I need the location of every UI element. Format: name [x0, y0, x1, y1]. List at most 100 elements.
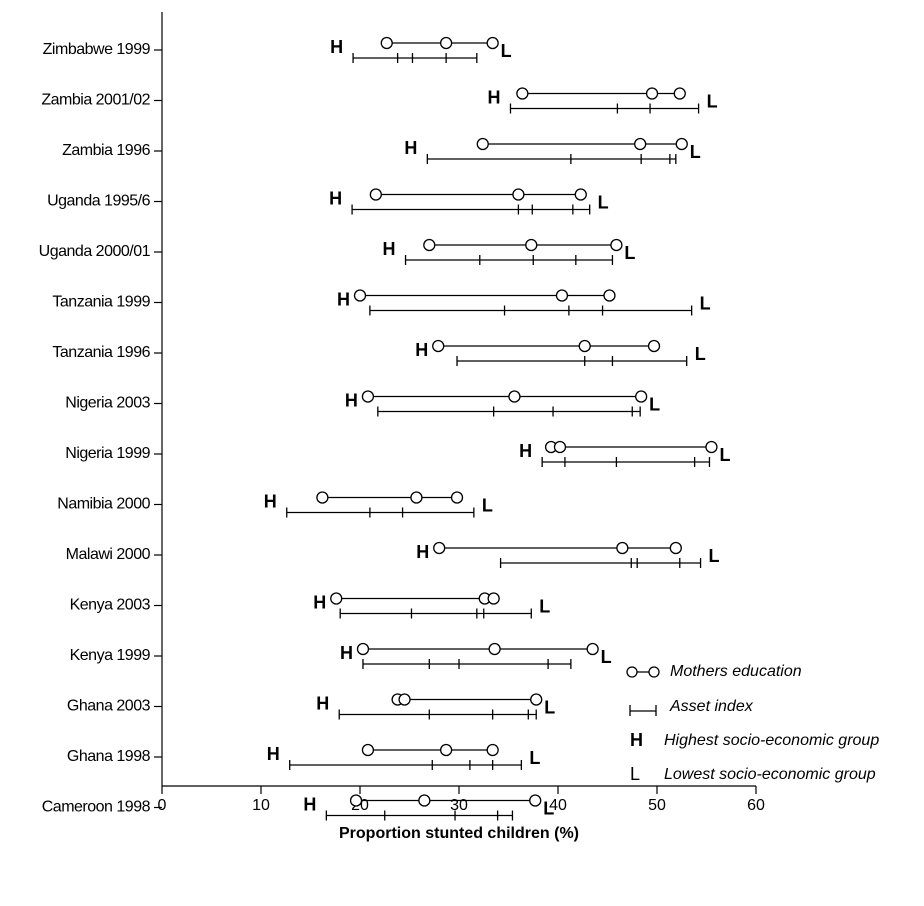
- x-tick-label: 40: [549, 797, 567, 814]
- highest-marker: H: [416, 542, 429, 562]
- x-tick-label: 0: [158, 797, 167, 814]
- lowest-marker: L: [707, 91, 718, 111]
- x-tick-label: 30: [450, 797, 468, 814]
- y-tick-label: Ghana 2003: [67, 698, 151, 715]
- education-dot: [512, 188, 525, 201]
- highest-marker: H: [330, 37, 343, 57]
- y-tick-label: Zambia 1996: [62, 142, 150, 159]
- education-dot: [610, 238, 623, 252]
- highest-marker: H: [345, 390, 358, 410]
- education-dot: [530, 693, 543, 706]
- highest-marker: H: [267, 744, 280, 764]
- highest-marker: H: [383, 239, 396, 259]
- education-dot: [675, 137, 688, 151]
- highest-marker: H: [487, 87, 500, 107]
- education-dot: [423, 238, 436, 252]
- y-tick-label: Kenya 1999: [70, 647, 151, 664]
- highest-marker: H: [316, 693, 329, 713]
- lowest-marker: L: [649, 394, 660, 414]
- lowest-marker: L: [539, 596, 550, 616]
- education-dot: [432, 339, 445, 353]
- y-tick-label: Nigeria 1999: [65, 445, 150, 462]
- education-dot: [574, 188, 587, 201]
- y-tick-label: Uganda 2000/01: [39, 243, 151, 260]
- lowest-marker: L: [501, 41, 512, 61]
- x-tick-label: 60: [747, 797, 765, 814]
- highest-marker: H: [329, 188, 342, 208]
- education-dot: [586, 642, 599, 656]
- lowest-marker: L: [690, 142, 701, 162]
- education-dot: [508, 390, 521, 403]
- y-tick-label: Nigeria 2003: [65, 395, 150, 412]
- legend-symbol: H: [630, 730, 643, 750]
- legend-label: Highest socio-economic group: [664, 732, 879, 749]
- lowest-marker: L: [709, 546, 720, 566]
- x-tick-label: 10: [252, 797, 270, 814]
- highest-marker: H: [340, 643, 353, 663]
- education-dot: [647, 339, 661, 353]
- highest-marker: H: [303, 794, 316, 814]
- education-dot: [645, 87, 659, 100]
- education-dot: [369, 188, 382, 201]
- y-tick-label: Tanzania 1999: [52, 294, 150, 311]
- education-dot: [410, 491, 423, 504]
- education-dot: [635, 390, 648, 403]
- lowest-marker: L: [719, 445, 730, 465]
- y-tick-label: Zimbabwe 1999: [43, 41, 151, 58]
- education-dot: [353, 289, 367, 302]
- education-dot: [529, 794, 542, 807]
- education-dot: [418, 794, 431, 807]
- y-tick-label: Zambia 2001/02: [41, 92, 150, 109]
- x-tick-label: 50: [648, 797, 666, 814]
- highest-marker: H: [313, 592, 326, 612]
- y-tick-label: Cameroon 1998: [42, 799, 151, 816]
- education-dot: [476, 137, 489, 151]
- education-dot: [439, 743, 453, 757]
- education-dot: [516, 87, 529, 100]
- y-tick-label: Ghana 1998: [67, 748, 151, 765]
- education-dot: [616, 541, 629, 555]
- education-dot: [398, 693, 411, 706]
- education-dot: [450, 491, 464, 504]
- lowest-marker: L: [601, 647, 612, 667]
- education-dot: [380, 36, 393, 50]
- highest-marker: H: [264, 491, 277, 511]
- education-dot: [356, 642, 370, 656]
- y-tick-label: Kenya 2003: [70, 597, 151, 614]
- legend-symbol: L: [630, 764, 640, 784]
- y-tick-label: Tanzania 1996: [52, 344, 150, 361]
- y-tick-label: Uganda 1995/6: [47, 193, 151, 210]
- education-dot: [555, 289, 569, 302]
- education-dot: [603, 289, 616, 302]
- highest-marker: H: [337, 289, 350, 309]
- education-dot: [634, 137, 647, 151]
- lowest-marker: L: [529, 748, 540, 768]
- lowest-marker: L: [695, 344, 706, 364]
- education-dot: [361, 390, 375, 403]
- lowest-marker: L: [598, 192, 609, 212]
- education-dot: [316, 491, 329, 504]
- education-dot: [433, 541, 446, 555]
- education-dot: [361, 743, 375, 757]
- lowest-marker: L: [624, 243, 635, 263]
- education-dot: [439, 36, 453, 50]
- lowest-marker: L: [543, 798, 554, 818]
- legend-education-icon: [626, 666, 638, 678]
- education-dot: [578, 339, 591, 353]
- highest-marker: H: [404, 138, 417, 158]
- y-tick-label: Malawi 2000: [66, 546, 151, 563]
- education-dot: [673, 87, 686, 100]
- education-dot: [525, 238, 538, 252]
- education-dot: [553, 440, 567, 454]
- education-dot: [487, 592, 500, 605]
- lowest-marker: L: [544, 697, 555, 717]
- legend-label: Mothers education: [670, 663, 802, 680]
- education-dot: [486, 36, 499, 50]
- education-dot: [669, 541, 682, 555]
- legend-label: Lowest socio-economic group: [664, 766, 876, 783]
- y-tick-label: Namibia 2000: [57, 496, 150, 513]
- education-dot: [705, 440, 718, 454]
- x-axis-label: Proportion stunted children (%): [339, 825, 579, 842]
- highest-marker: H: [415, 340, 428, 360]
